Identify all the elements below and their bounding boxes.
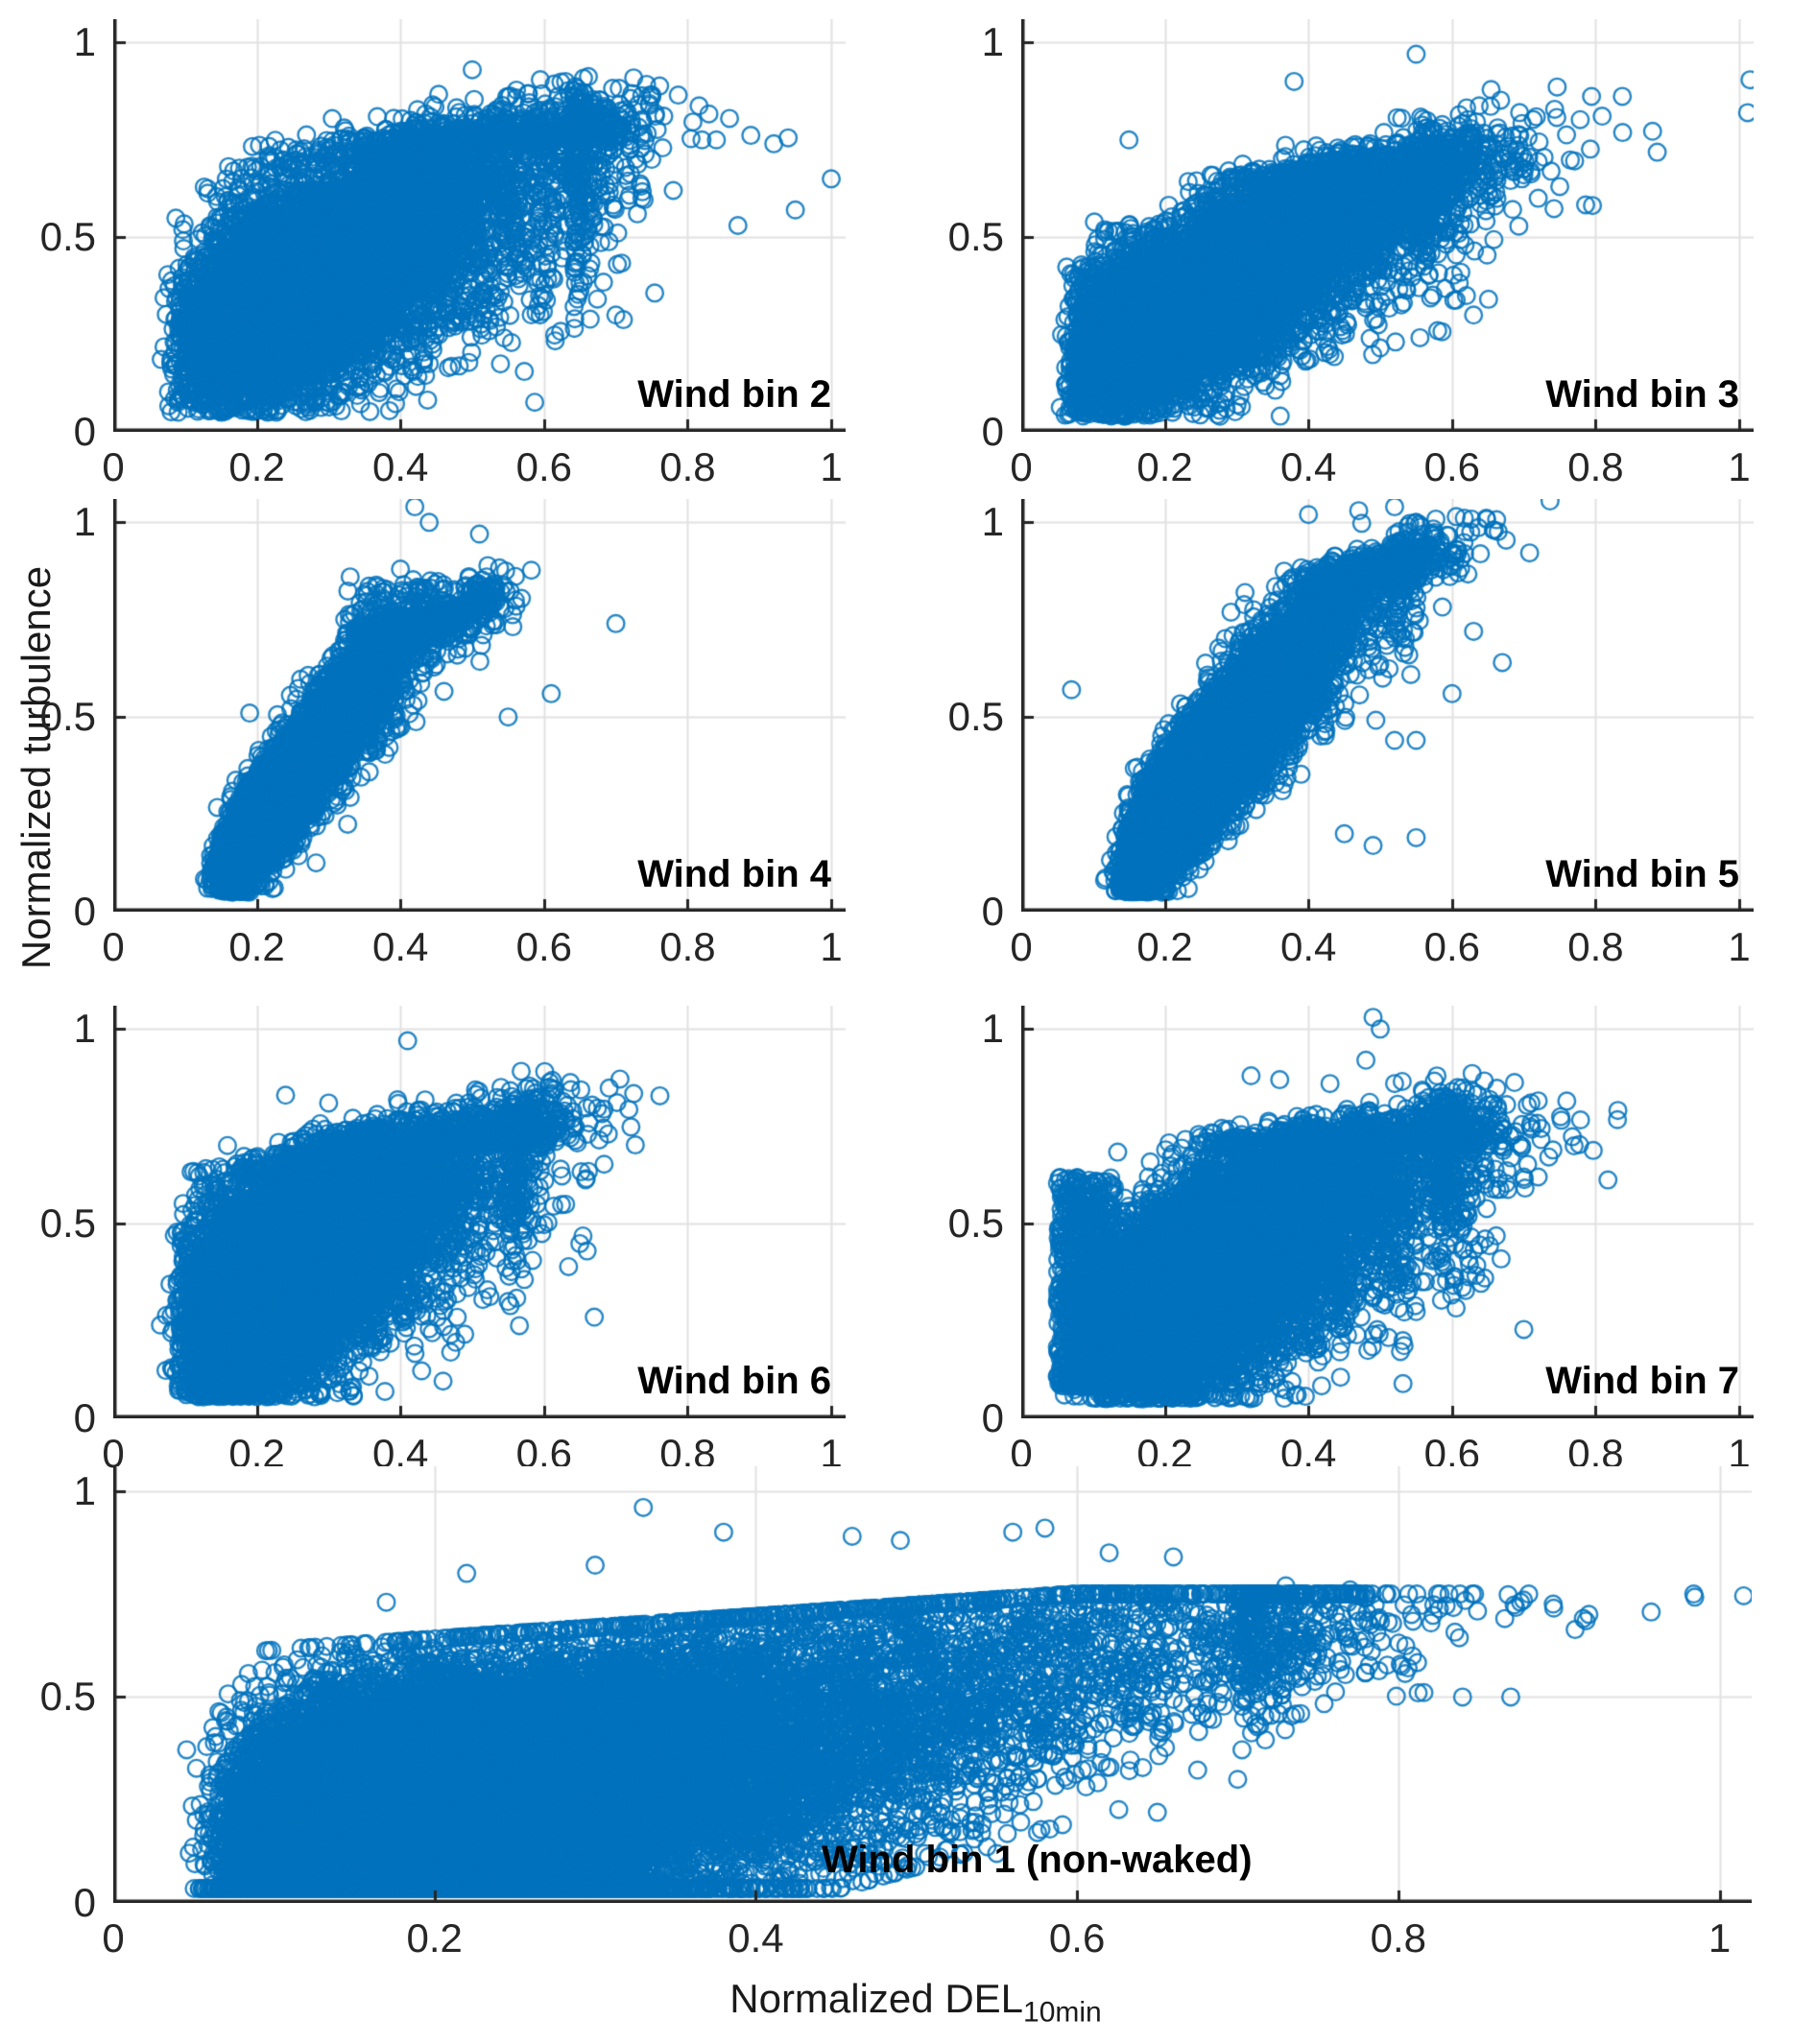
scatter-canvas-wind-bin-1 xyxy=(113,1466,1752,1903)
x-tick-label: 1 xyxy=(820,444,843,489)
subplot-wind-bin-1-non-waked: Wind bin 1 (non-waked) 0 0.2 0.4 0.6 0.8 1 0 0.… xyxy=(40,1466,1752,1959)
y-tick-label: 0 xyxy=(981,1395,1004,1440)
x-tick-label: 0.2 xyxy=(406,1915,463,1961)
x-axis-label-subscript: 10min xyxy=(1023,1996,1102,2029)
subplot-wind-bin-4: Wind bin 4 0 0.2 0.4 0.6 0.8 1 0 0.5 1 xyxy=(40,499,846,967)
bin-label-wind-bin-2: Wind bin 2 xyxy=(637,373,832,416)
x-tick-label: 0.4 xyxy=(1280,444,1337,489)
x-tick-label: 0.2 xyxy=(1136,444,1193,489)
scatter-canvas-wind-bin-6 xyxy=(113,1006,846,1418)
y-tick-label: 0 xyxy=(981,889,1004,934)
x-tick-label: 0.6 xyxy=(515,444,573,489)
x-tick-label: 0.2 xyxy=(1136,924,1193,969)
subplot-wind-bin-6: Wind bin 6 0 0.2 0.4 0.6 0.8 1 0 0.5 1 xyxy=(40,1006,846,1474)
x-tick-label: 0 xyxy=(1010,444,1033,489)
scatter-canvas-wind-bin-2 xyxy=(113,19,846,432)
y-tick-label: 0.5 xyxy=(947,214,1004,260)
subplot-wind-bin-7: Wind bin 7 0 0.2 0.4 0.6 0.8 1 0 0.5 1 xyxy=(948,1006,1754,1474)
y-tick-label: 0 xyxy=(981,409,1004,454)
bin-label-wind-bin-3: Wind bin 3 xyxy=(1545,373,1740,416)
x-tick-label: 0 xyxy=(1010,924,1033,969)
x-tick-label: 0.4 xyxy=(1280,924,1337,969)
x-tick-label: 1 xyxy=(1708,1915,1732,1961)
bin-label-wind-bin-7: Wind bin 7 xyxy=(1545,1360,1740,1403)
x-tick-label: 1 xyxy=(1728,1431,1751,1476)
x-tick-label: 0 xyxy=(102,1915,125,1961)
scatter-canvas-wind-bin-5 xyxy=(1021,499,1754,912)
y-tick-label: 1 xyxy=(981,499,1004,545)
x-tick-label: 0.6 xyxy=(1423,924,1481,969)
y-tick-label: 0.5 xyxy=(39,1200,96,1247)
x-tick-label: 0.8 xyxy=(659,924,716,969)
y-tick-label: 1 xyxy=(73,499,96,545)
x-tick-label: 0.4 xyxy=(372,924,429,969)
y-axis-label: Normalized turbulence xyxy=(13,565,59,970)
x-tick-label: 0.6 xyxy=(1423,444,1481,489)
x-tick-label: 0.2 xyxy=(228,444,285,489)
y-tick-label: 0.5 xyxy=(39,214,96,260)
x-tick-label: 0.8 xyxy=(1567,444,1624,489)
y-tick-label: 1 xyxy=(981,19,1004,65)
x-axis-label: Normalized DEL10min xyxy=(729,1979,1102,2027)
x-tick-label: 0.6 xyxy=(1048,1915,1106,1961)
x-tick-label: 0.6 xyxy=(515,924,573,969)
x-axis-label-text: Normalized DEL xyxy=(729,1976,1024,2021)
y-tick-label: 0.5 xyxy=(947,694,1004,740)
y-tick-label: 0 xyxy=(73,409,96,454)
y-tick-label: 0.5 xyxy=(947,1200,1004,1247)
scatter-canvas-wind-bin-7 xyxy=(1021,1006,1754,1418)
x-tick-label: 0.2 xyxy=(228,924,285,969)
x-tick-label: 0 xyxy=(102,924,125,969)
bin-label-wind-bin-6: Wind bin 6 xyxy=(637,1360,832,1403)
y-tick-label: 0 xyxy=(73,1880,96,1925)
y-tick-label: 0 xyxy=(73,1395,96,1440)
scatter-canvas-wind-bin-3 xyxy=(1021,19,1754,432)
subplot-wind-bin-2: Wind bin 2 0 0.2 0.4 0.6 0.8 1 0 0.5 1 xyxy=(40,19,846,487)
x-tick-label: 1 xyxy=(820,1431,843,1476)
y-tick-label: 0 xyxy=(73,889,96,934)
y-tick-label: 0.5 xyxy=(39,694,96,740)
x-tick-label: 0 xyxy=(102,1431,125,1476)
subplot-wind-bin-3: Wind bin 3 0 0.2 0.4 0.6 0.8 1 0 0.5 1 xyxy=(948,19,1754,487)
y-tick-label: 1 xyxy=(73,1006,96,1052)
x-tick-label: 0.8 xyxy=(659,444,716,489)
x-tick-label: 0 xyxy=(102,444,125,489)
y-tick-label: 1 xyxy=(73,1467,96,1513)
scatter-canvas-wind-bin-4 xyxy=(113,499,846,912)
y-tick-label: 1 xyxy=(981,1006,1004,1052)
y-tick-label: 1 xyxy=(73,19,96,65)
x-tick-label: 0.4 xyxy=(728,1915,784,1961)
x-tick-label: 0.8 xyxy=(1567,924,1624,969)
bin-label-wind-bin-4: Wind bin 4 xyxy=(637,853,832,896)
x-tick-label: 1 xyxy=(1728,924,1751,969)
bin-label-wind-bin-5: Wind bin 5 xyxy=(1545,853,1740,896)
bin-label-wind-bin-1: Wind bin 1 (non-waked) xyxy=(822,1838,1253,1881)
x-tick-label: 1 xyxy=(820,924,843,969)
x-tick-label: 0.8 xyxy=(1370,1915,1427,1961)
x-tick-label: 0.4 xyxy=(372,444,429,489)
y-tick-label: 0.5 xyxy=(39,1674,96,1720)
x-tick-label: 0 xyxy=(1010,1431,1033,1476)
subplot-wind-bin-5: Wind bin 5 0 0.2 0.4 0.6 0.8 1 0 0.5 1 xyxy=(948,499,1754,967)
x-tick-label: 1 xyxy=(1728,444,1751,489)
